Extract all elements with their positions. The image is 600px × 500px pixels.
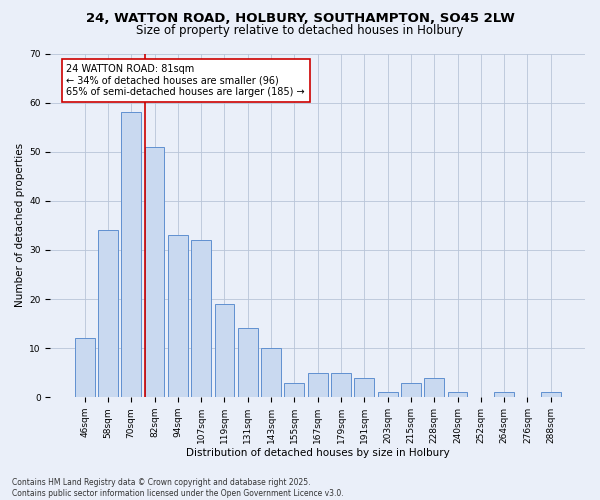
Bar xyxy=(191,240,211,397)
Bar xyxy=(238,328,257,397)
Bar xyxy=(378,392,398,397)
Bar xyxy=(284,382,304,397)
Text: Size of property relative to detached houses in Holbury: Size of property relative to detached ho… xyxy=(136,24,464,37)
Text: 24, WATTON ROAD, HOLBURY, SOUTHAMPTON, SO45 2LW: 24, WATTON ROAD, HOLBURY, SOUTHAMPTON, S… xyxy=(86,12,514,26)
Bar xyxy=(448,392,467,397)
Bar xyxy=(74,338,95,397)
Bar xyxy=(308,372,328,397)
Bar xyxy=(168,235,188,397)
Bar xyxy=(401,382,421,397)
Bar xyxy=(98,230,118,397)
Bar xyxy=(355,378,374,397)
Bar xyxy=(215,304,235,397)
Y-axis label: Number of detached properties: Number of detached properties xyxy=(15,144,25,308)
X-axis label: Distribution of detached houses by size in Holbury: Distribution of detached houses by size … xyxy=(186,448,449,458)
Bar xyxy=(121,112,141,397)
Bar xyxy=(494,392,514,397)
Text: 24 WATTON ROAD: 81sqm
← 34% of detached houses are smaller (96)
65% of semi-deta: 24 WATTON ROAD: 81sqm ← 34% of detached … xyxy=(67,64,305,97)
Bar xyxy=(261,348,281,397)
Bar xyxy=(331,372,351,397)
Text: Contains HM Land Registry data © Crown copyright and database right 2025.
Contai: Contains HM Land Registry data © Crown c… xyxy=(12,478,344,498)
Bar xyxy=(541,392,560,397)
Bar xyxy=(145,147,164,397)
Bar xyxy=(424,378,444,397)
